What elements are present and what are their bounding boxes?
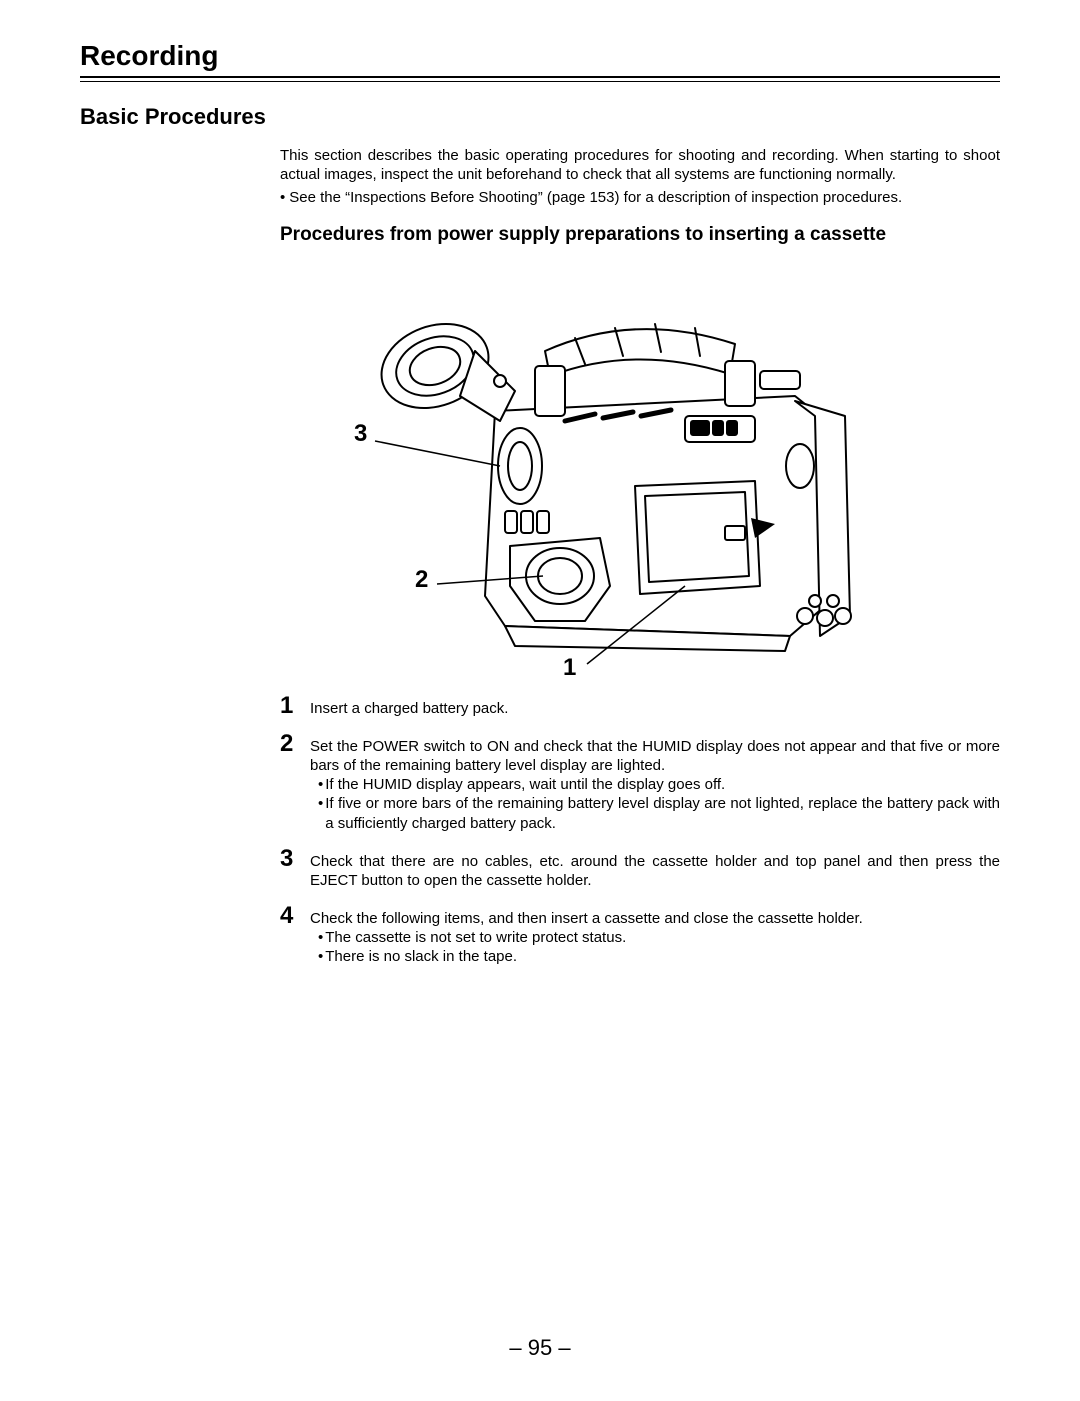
chapter-title: Recording — [80, 40, 1000, 72]
step-sub-bullet: •If five or more bars of the remaining b… — [310, 794, 1000, 832]
step-sub-bullet: •The cassette is not set to write protec… — [310, 928, 1000, 947]
step-sub-text: If the HUMID display appears, wait until… — [325, 775, 725, 794]
step-sub-text: If five or more bars of the remaining ba… — [325, 794, 1000, 832]
step-number: 2 — [280, 732, 310, 833]
step-row: 4Check the following items, and then ins… — [280, 904, 1000, 967]
bullet-mark: • — [318, 775, 325, 794]
step-body: Check that there are no cables, etc. aro… — [310, 847, 1000, 890]
step-body: Check the following items, and then inse… — [310, 904, 1000, 967]
bullet-mark: • — [318, 947, 325, 966]
step-text: Insert a charged battery pack. — [310, 699, 1000, 718]
figure-area: 3 2 1 — [280, 266, 1000, 686]
step-number: 1 — [280, 694, 310, 718]
steps-list: 1Insert a charged battery pack.2Set the … — [280, 694, 1000, 967]
bullet-mark: • — [318, 928, 325, 947]
step-sub-text: There is no slack in the tape. — [325, 947, 517, 966]
step-number: 4 — [280, 904, 310, 967]
step-text: Set the POWER switch to ON and check tha… — [310, 737, 1000, 775]
step-row: 2Set the POWER switch to ON and check th… — [280, 732, 1000, 833]
figure-callout-1: 1 — [563, 654, 576, 682]
bullet-mark: • — [280, 188, 289, 207]
figure-callout-3: 3 — [354, 420, 367, 448]
section-title: Basic Procedures — [80, 104, 1000, 130]
step-row: 1Insert a charged battery pack. — [280, 694, 1000, 718]
intro-bullet-line: • See the “Inspections Before Shooting” … — [280, 188, 1000, 207]
step-sub-bullet: •If the HUMID display appears, wait unti… — [310, 775, 1000, 794]
figure-callout-2: 2 — [415, 566, 428, 594]
step-text: Check the following items, and then inse… — [310, 909, 1000, 928]
camera-illustration — [335, 266, 865, 676]
bullet-mark: • — [318, 794, 325, 832]
intro-paragraph: This section describes the basic operati… — [280, 146, 1000, 184]
page-number: – 95 – — [0, 1335, 1080, 1361]
sub-heading: Procedures from power supply preparation… — [280, 224, 1000, 246]
step-row: 3Check that there are no cables, etc. ar… — [280, 847, 1000, 890]
step-body: Insert a charged battery pack. — [310, 694, 1000, 718]
intro-bullet-text: See the “Inspections Before Shooting” (p… — [289, 188, 902, 207]
step-number: 3 — [280, 847, 310, 890]
title-rule — [80, 76, 1000, 82]
step-sub-text: The cassette is not set to write protect… — [325, 928, 626, 947]
step-body: Set the POWER switch to ON and check tha… — [310, 732, 1000, 833]
step-text: Check that there are no cables, etc. aro… — [310, 852, 1000, 890]
step-sub-bullet: •There is no slack in the tape. — [310, 947, 1000, 966]
